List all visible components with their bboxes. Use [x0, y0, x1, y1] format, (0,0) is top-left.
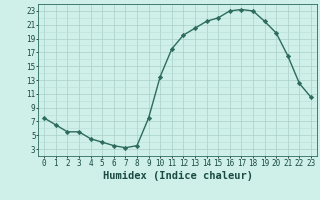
- X-axis label: Humidex (Indice chaleur): Humidex (Indice chaleur): [103, 171, 252, 181]
